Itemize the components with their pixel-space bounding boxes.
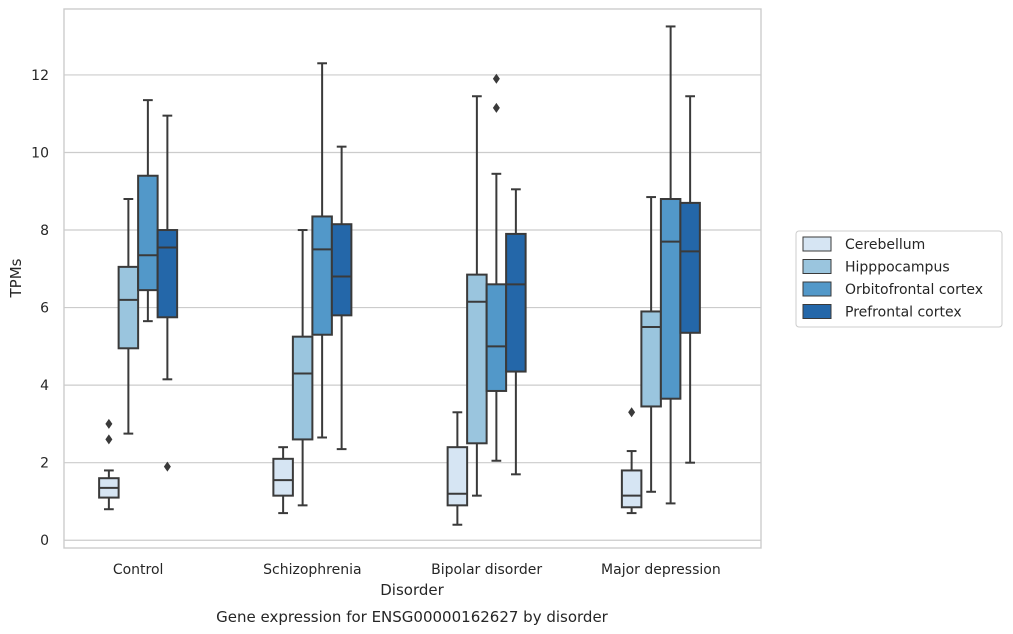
y-tick-label: 10 (31, 145, 49, 161)
legend-item-label: Orbitofrontal cortex (845, 282, 983, 298)
legend-swatch (802, 236, 832, 252)
x-axis-label: Disorder (380, 581, 444, 599)
box-4-4 (679, 95, 701, 464)
box-3-1 (137, 99, 159, 323)
x-tick-label: Control (113, 562, 164, 578)
legend-item-label: Prefrontal cortex (845, 305, 962, 321)
x-tick-label: Schizophrenia (263, 562, 361, 578)
box-2-3 (466, 95, 488, 497)
outlier-point (105, 434, 113, 445)
outlier-point (163, 461, 171, 472)
box-1-1 (98, 418, 120, 511)
box-body (446, 446, 469, 507)
box-1-4 (620, 407, 643, 515)
outlier-point (492, 102, 500, 113)
grid-lines (64, 74, 761, 541)
box-body (330, 223, 353, 317)
y-tick-label: 4 (40, 378, 49, 394)
box-2-2 (291, 229, 314, 507)
box-body (137, 174, 159, 292)
box-body (466, 273, 488, 445)
box-body (505, 232, 527, 373)
outlier-point (105, 418, 113, 429)
outlier-point (628, 407, 636, 418)
box-body (485, 283, 508, 392)
box-2-4 (640, 196, 662, 493)
legend-item-label: Cerebellum (845, 237, 925, 253)
box-body (311, 215, 333, 336)
y-tick-label: 0 (40, 533, 49, 549)
x-tick-labels: Control Schizophrenia Bipolar disorder Majo… (113, 562, 721, 578)
y-tick-label: 6 (40, 301, 49, 317)
box-body (291, 335, 314, 441)
plot-frame (63, 8, 762, 549)
box-1-2 (272, 446, 294, 515)
box-body (640, 310, 662, 408)
legend-swatch (802, 304, 832, 319)
box-body (620, 469, 643, 509)
box-body (679, 201, 701, 334)
y-axis-label: TPMs (7, 258, 25, 298)
box-3-2 (311, 62, 333, 439)
y-tick-label: 2 (40, 456, 49, 472)
y-tick-label: 12 (31, 68, 49, 84)
box-body (117, 265, 140, 350)
box-4-2 (330, 145, 353, 451)
boxes (98, 25, 701, 526)
legend[interactable]: Cerebellum Hipppocampus Orbitofrontal cort… (795, 230, 1003, 328)
outlier-point (492, 73, 500, 84)
box-body (272, 457, 294, 497)
box-2-1 (117, 198, 140, 435)
box-1-3 (446, 411, 469, 526)
chart-caption: Gene expression for ENSG00000162627 by d… (216, 608, 609, 626)
box-3-3 (485, 73, 508, 462)
legend-item-label: Hipppocampus (845, 260, 950, 276)
box-3-4 (659, 25, 682, 505)
legend-frame (795, 230, 1003, 328)
box-4-3 (505, 188, 527, 476)
legend-swatch (802, 281, 832, 297)
y-tick-label: 8 (40, 223, 49, 239)
x-tick-label: Bipolar disorder (431, 562, 542, 578)
x-tick-label: Major depression (601, 562, 721, 578)
y-tick-labels: 0 2 4 6 8 10 12 (31, 68, 49, 549)
box-body (659, 198, 682, 400)
legend-swatch (802, 259, 832, 274)
box-body (156, 229, 179, 319)
box-4-1 (156, 114, 179, 472)
